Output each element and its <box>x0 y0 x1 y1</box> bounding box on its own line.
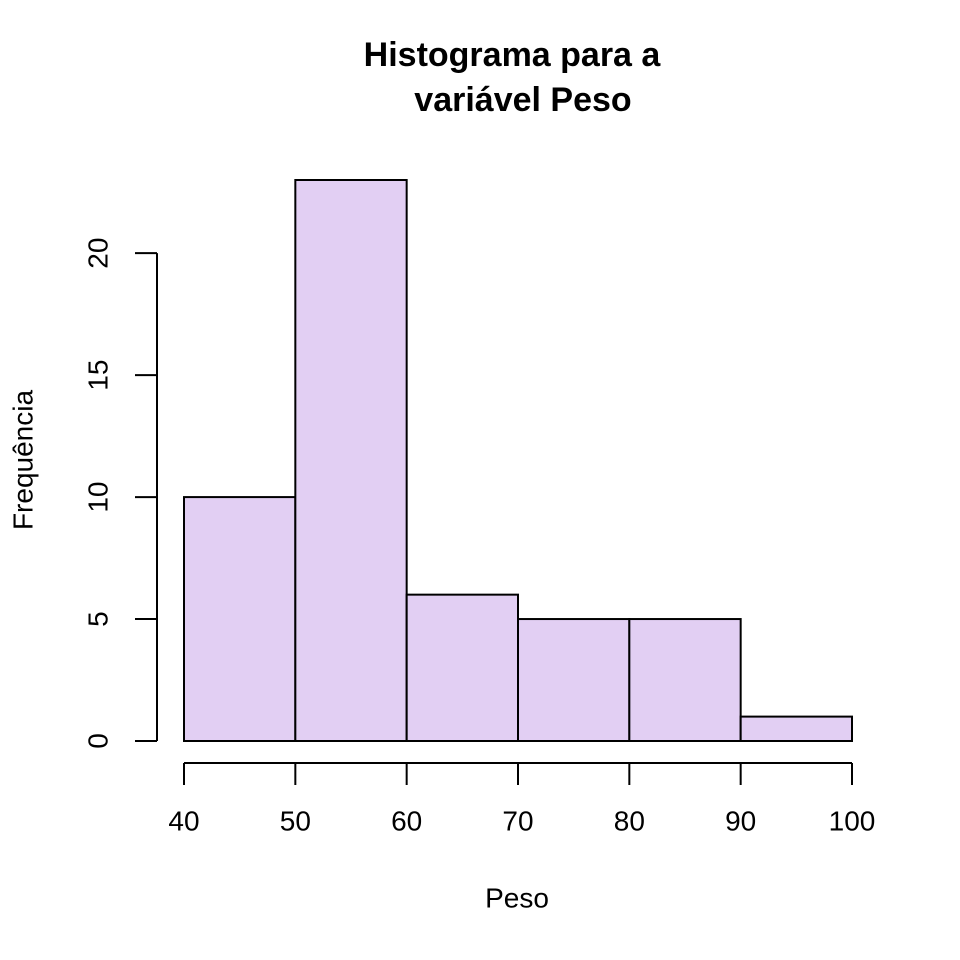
x-tick-label: 40 <box>168 805 199 836</box>
bar <box>405 593 519 742</box>
y-tick-label: 5 <box>82 611 113 627</box>
x-tick-label: 80 <box>614 805 645 836</box>
y-tick-label: 10 <box>82 482 113 513</box>
y-tick-label: 15 <box>82 360 113 391</box>
x-axis-label: Peso <box>485 882 549 913</box>
x-tick-label: 90 <box>725 805 756 836</box>
x-tick-label: 60 <box>391 805 422 836</box>
y-tick-label: 20 <box>82 238 113 269</box>
bar <box>628 618 742 742</box>
chart-title: Histograma para a <box>364 36 662 74</box>
chart-title: variável Peso <box>414 81 631 119</box>
x-tick-label: 70 <box>502 805 533 836</box>
bar <box>183 496 297 742</box>
bar <box>517 618 631 742</box>
y-axis-label: Frequência <box>7 390 38 531</box>
y-tick-label: 0 <box>82 733 113 749</box>
bar <box>739 715 854 743</box>
x-tick-label: 100 <box>829 805 876 836</box>
x-tick-label: 50 <box>280 805 311 836</box>
bar <box>294 179 408 742</box>
